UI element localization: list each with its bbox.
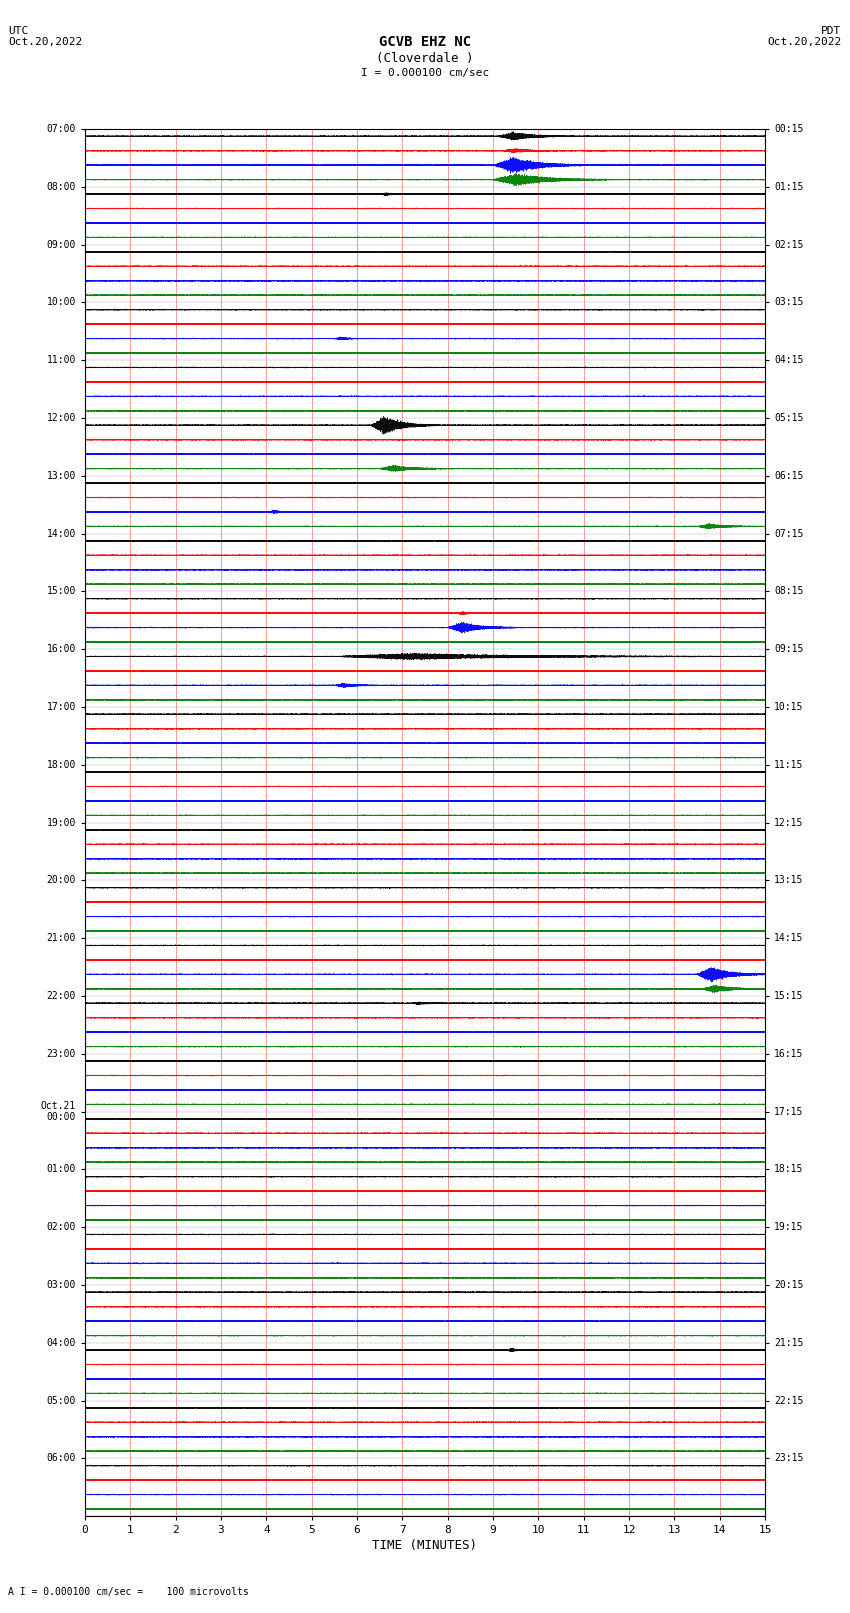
Text: PDT
Oct.20,2022: PDT Oct.20,2022 xyxy=(768,26,842,47)
X-axis label: TIME (MINUTES): TIME (MINUTES) xyxy=(372,1539,478,1552)
Text: (Cloverdale ): (Cloverdale ) xyxy=(377,52,473,65)
Text: UTC
Oct.20,2022: UTC Oct.20,2022 xyxy=(8,26,82,47)
Text: I = 0.000100 cm/sec: I = 0.000100 cm/sec xyxy=(361,68,489,77)
Text: GCVB EHZ NC: GCVB EHZ NC xyxy=(379,35,471,50)
Text: A I = 0.000100 cm/sec =    100 microvolts: A I = 0.000100 cm/sec = 100 microvolts xyxy=(8,1587,249,1597)
